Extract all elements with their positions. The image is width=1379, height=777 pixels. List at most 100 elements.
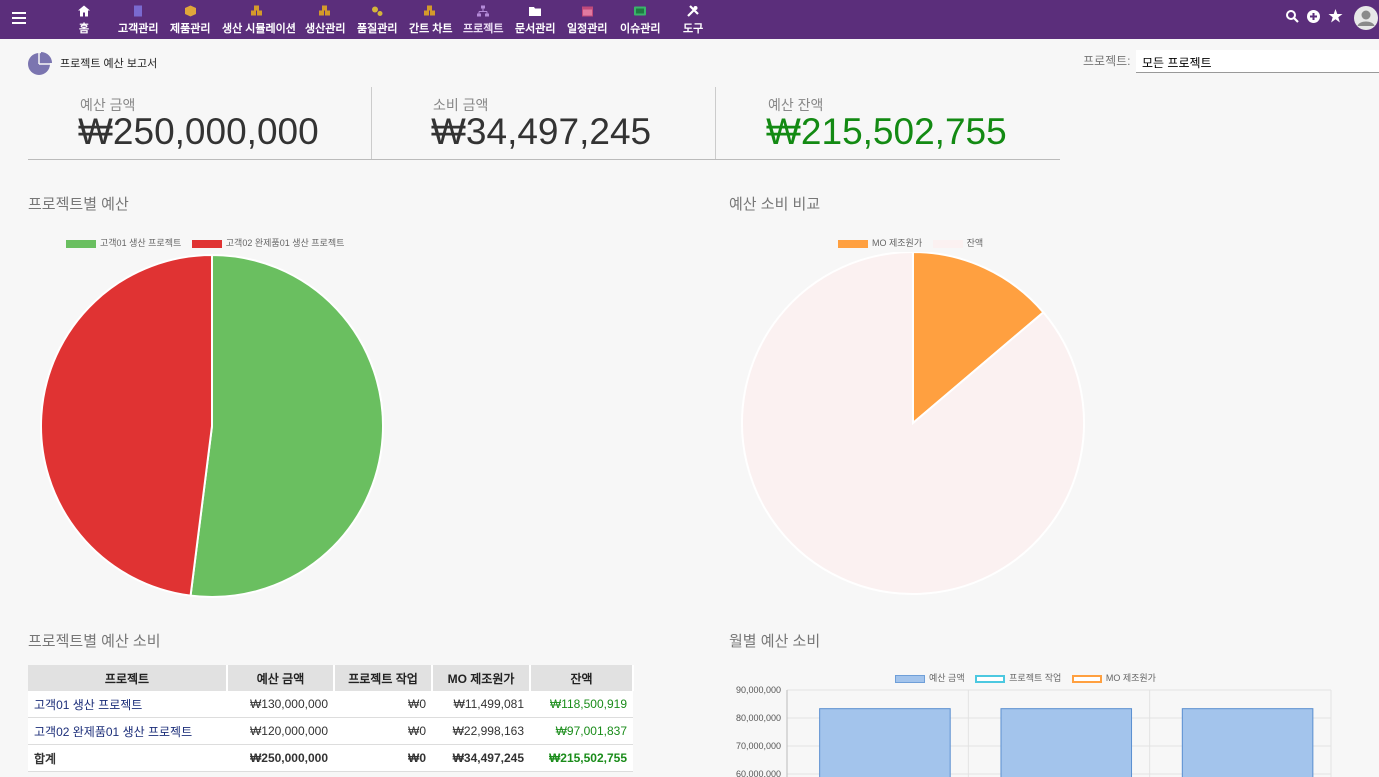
page-title: 프로젝트 예산 보고서 [28, 52, 157, 78]
chart-legend: 고객01 생산 프로젝트 고객02 완제품01 생산 프로젝트 [66, 236, 352, 249]
pie-slice[interactable] [189, 253, 384, 598]
nav-customers[interactable]: 고객관리 [118, 4, 158, 36]
legend-label: 고객02 완제품01 생산 프로젝트 [225, 238, 345, 248]
nav-documents[interactable]: 문서관리 [515, 4, 555, 36]
gears-icon [372, 6, 383, 16]
project-link[interactable]: 고객01 생산 프로젝트 [28, 691, 227, 718]
nav-label: 도구 [683, 23, 704, 35]
menu-toggle-icon[interactable] [12, 12, 26, 24]
column-header[interactable]: 예산 금액 [227, 665, 335, 691]
total-budget-cell: ₩250,000,000 [227, 744, 334, 772]
search-icon[interactable] [1286, 10, 1299, 23]
nav-tools[interactable]: 도구 [683, 4, 703, 36]
column-header[interactable]: 프로젝트 [28, 665, 228, 691]
legend-item[interactable]: 고객02 완제품01 생산 프로젝트 [191, 236, 345, 249]
nav-schedule[interactable]: 일정관리 [567, 4, 607, 36]
section-title-compare: 예산 소비 비교 [729, 196, 821, 213]
avatar[interactable] [1354, 6, 1378, 30]
nav-issues[interactable]: 이슈관리 [620, 4, 660, 36]
budget-cell: ₩130,000,000 [227, 691, 334, 718]
mo-cost-cell: ₩11,499,081 [432, 691, 530, 718]
cubes-icon [319, 5, 330, 16]
pie-slice[interactable] [39, 253, 213, 597]
column-header[interactable]: MO 제조원가 [432, 665, 531, 691]
legend-item[interactable]: 예산 금액 [895, 671, 965, 684]
budget-cell: ₩120,000,000 [227, 717, 334, 745]
legend-swatch [1071, 674, 1102, 683]
project-filter-select[interactable]: 모든 프로젝트 [1136, 50, 1379, 73]
nav-label: 이슈관리 [620, 23, 661, 35]
column-header[interactable]: 잔액 [530, 665, 634, 691]
budget-compare-pie-chart [741, 252, 1085, 595]
summary-value: ₩250,000,000 [78, 111, 319, 152]
nav-label: 생산 시뮬레이션 [222, 23, 296, 35]
total-mo-cost-cell: ₩34,497,245 [432, 744, 530, 772]
nav-label: 품질관리 [357, 23, 398, 35]
bar[interactable] [819, 708, 951, 777]
nav-projects[interactable]: 프로젝트 [463, 4, 503, 36]
nav-quality[interactable]: 품질관리 [357, 4, 397, 36]
summary-spent: 소비 금액 ₩34,497,245 [381, 87, 715, 159]
project-filter-label: 프로젝트: [1083, 54, 1131, 68]
pie-slice[interactable] [912, 252, 1045, 426]
total-label: 합계 [28, 744, 227, 772]
y-tick-label: 70,000,000 [736, 741, 781, 751]
remaining-cell: ₩97,001,837 [530, 717, 633, 745]
legend-item[interactable]: MO 제조원가 [1071, 671, 1156, 684]
nav-gantt[interactable]: 간트 차트 [409, 4, 453, 36]
star-icon[interactable] [1328, 9, 1343, 23]
chart-legend: MO 제조원가 잔액 [838, 236, 991, 249]
top-navbar: 홈 고객관리 제품관리 생산 시뮬레이션 생산관리 품질관리 간트 차트 프로젝… [0, 0, 1379, 39]
project-budget-table: 프로젝트 예산 금액 프로젝트 작업 MO 제조원가 잔액 고객01 생산 프로… [28, 665, 634, 772]
add-icon[interactable] [1307, 10, 1320, 23]
legend-swatch [838, 239, 868, 248]
pie-slice[interactable] [741, 252, 1085, 595]
nav-home[interactable]: 홈 [76, 4, 92, 36]
y-tick-label: 90,000,000 [736, 685, 781, 695]
pie-chart-icon [28, 52, 52, 75]
section-title-by-project: 프로젝트별 예산 [28, 196, 129, 213]
sitemap-icon [477, 5, 489, 17]
legend-item[interactable]: MO 제조원가 [838, 236, 922, 249]
legend-item[interactable]: 잔액 [932, 236, 983, 249]
legend-label: MO 제조원가 [1105, 673, 1156, 683]
cubes-icon [424, 5, 435, 16]
remaining-cell: ₩118,500,919 [530, 691, 633, 718]
legend-label: 예산 금액 [929, 673, 965, 683]
tools-icon [687, 5, 699, 17]
legend-item[interactable]: 고객01 생산 프로젝트 [66, 236, 181, 249]
summary-label: 소비 금액 [433, 97, 489, 113]
bar[interactable] [1181, 708, 1314, 777]
table-row: 고객02 완제품01 생산 프로젝트 ₩120,000,000 ₩0 ₩22,9… [28, 717, 633, 745]
table-row: 고객01 생산 프로젝트 ₩130,000,000 ₩0 ₩11,499,081… [28, 691, 633, 718]
nav-products[interactable]: 제품관리 [170, 4, 210, 36]
nav-production-simulation[interactable]: 생산 시뮬레이션 [222, 4, 296, 36]
bar[interactable] [1000, 708, 1133, 777]
legend-swatch [66, 239, 96, 248]
nav-production[interactable]: 생산관리 [305, 4, 345, 36]
budget-summary: 예산 금액 ₩250,000,000 소비 금액 ₩34,497,245 예산 … [28, 87, 1060, 160]
y-tick-label: 60,000,000 [736, 769, 781, 777]
nav-label: 제품관리 [170, 23, 211, 35]
summary-label: 예산 금액 [80, 97, 136, 113]
customer-icon [134, 5, 142, 17]
nav-label: 고객관리 [118, 23, 159, 35]
nav-label: 생산관리 [305, 23, 346, 35]
cubes-icon [251, 5, 262, 16]
nav-label: 프로젝트 [463, 23, 504, 35]
column-header[interactable]: 프로젝트 작업 [334, 665, 433, 691]
monthly-budget-bar-chart: 90,000,000 80,000,000 70,000,000 60,000,000 [736, 685, 1332, 777]
folder-icon [529, 7, 541, 16]
ticket-icon [634, 6, 646, 16]
legend-item[interactable]: 프로젝트 작업 [975, 671, 1061, 684]
box-icon [184, 5, 196, 17]
table-total-row: 합계 ₩250,000,000 ₩0 ₩34,497,245 ₩215,502,… [28, 744, 633, 772]
section-title-by-project-spend: 프로젝트별 예산 소비 [28, 633, 161, 650]
project-link[interactable]: 고객02 완제품01 생산 프로젝트 [28, 717, 227, 745]
home-icon [78, 5, 90, 17]
total-task-cell: ₩0 [334, 744, 432, 772]
legend-swatch [975, 674, 1006, 683]
calendar-icon [581, 6, 593, 17]
task-cell: ₩0 [334, 717, 432, 745]
legend-label: 고객01 생산 프로젝트 [100, 238, 182, 248]
